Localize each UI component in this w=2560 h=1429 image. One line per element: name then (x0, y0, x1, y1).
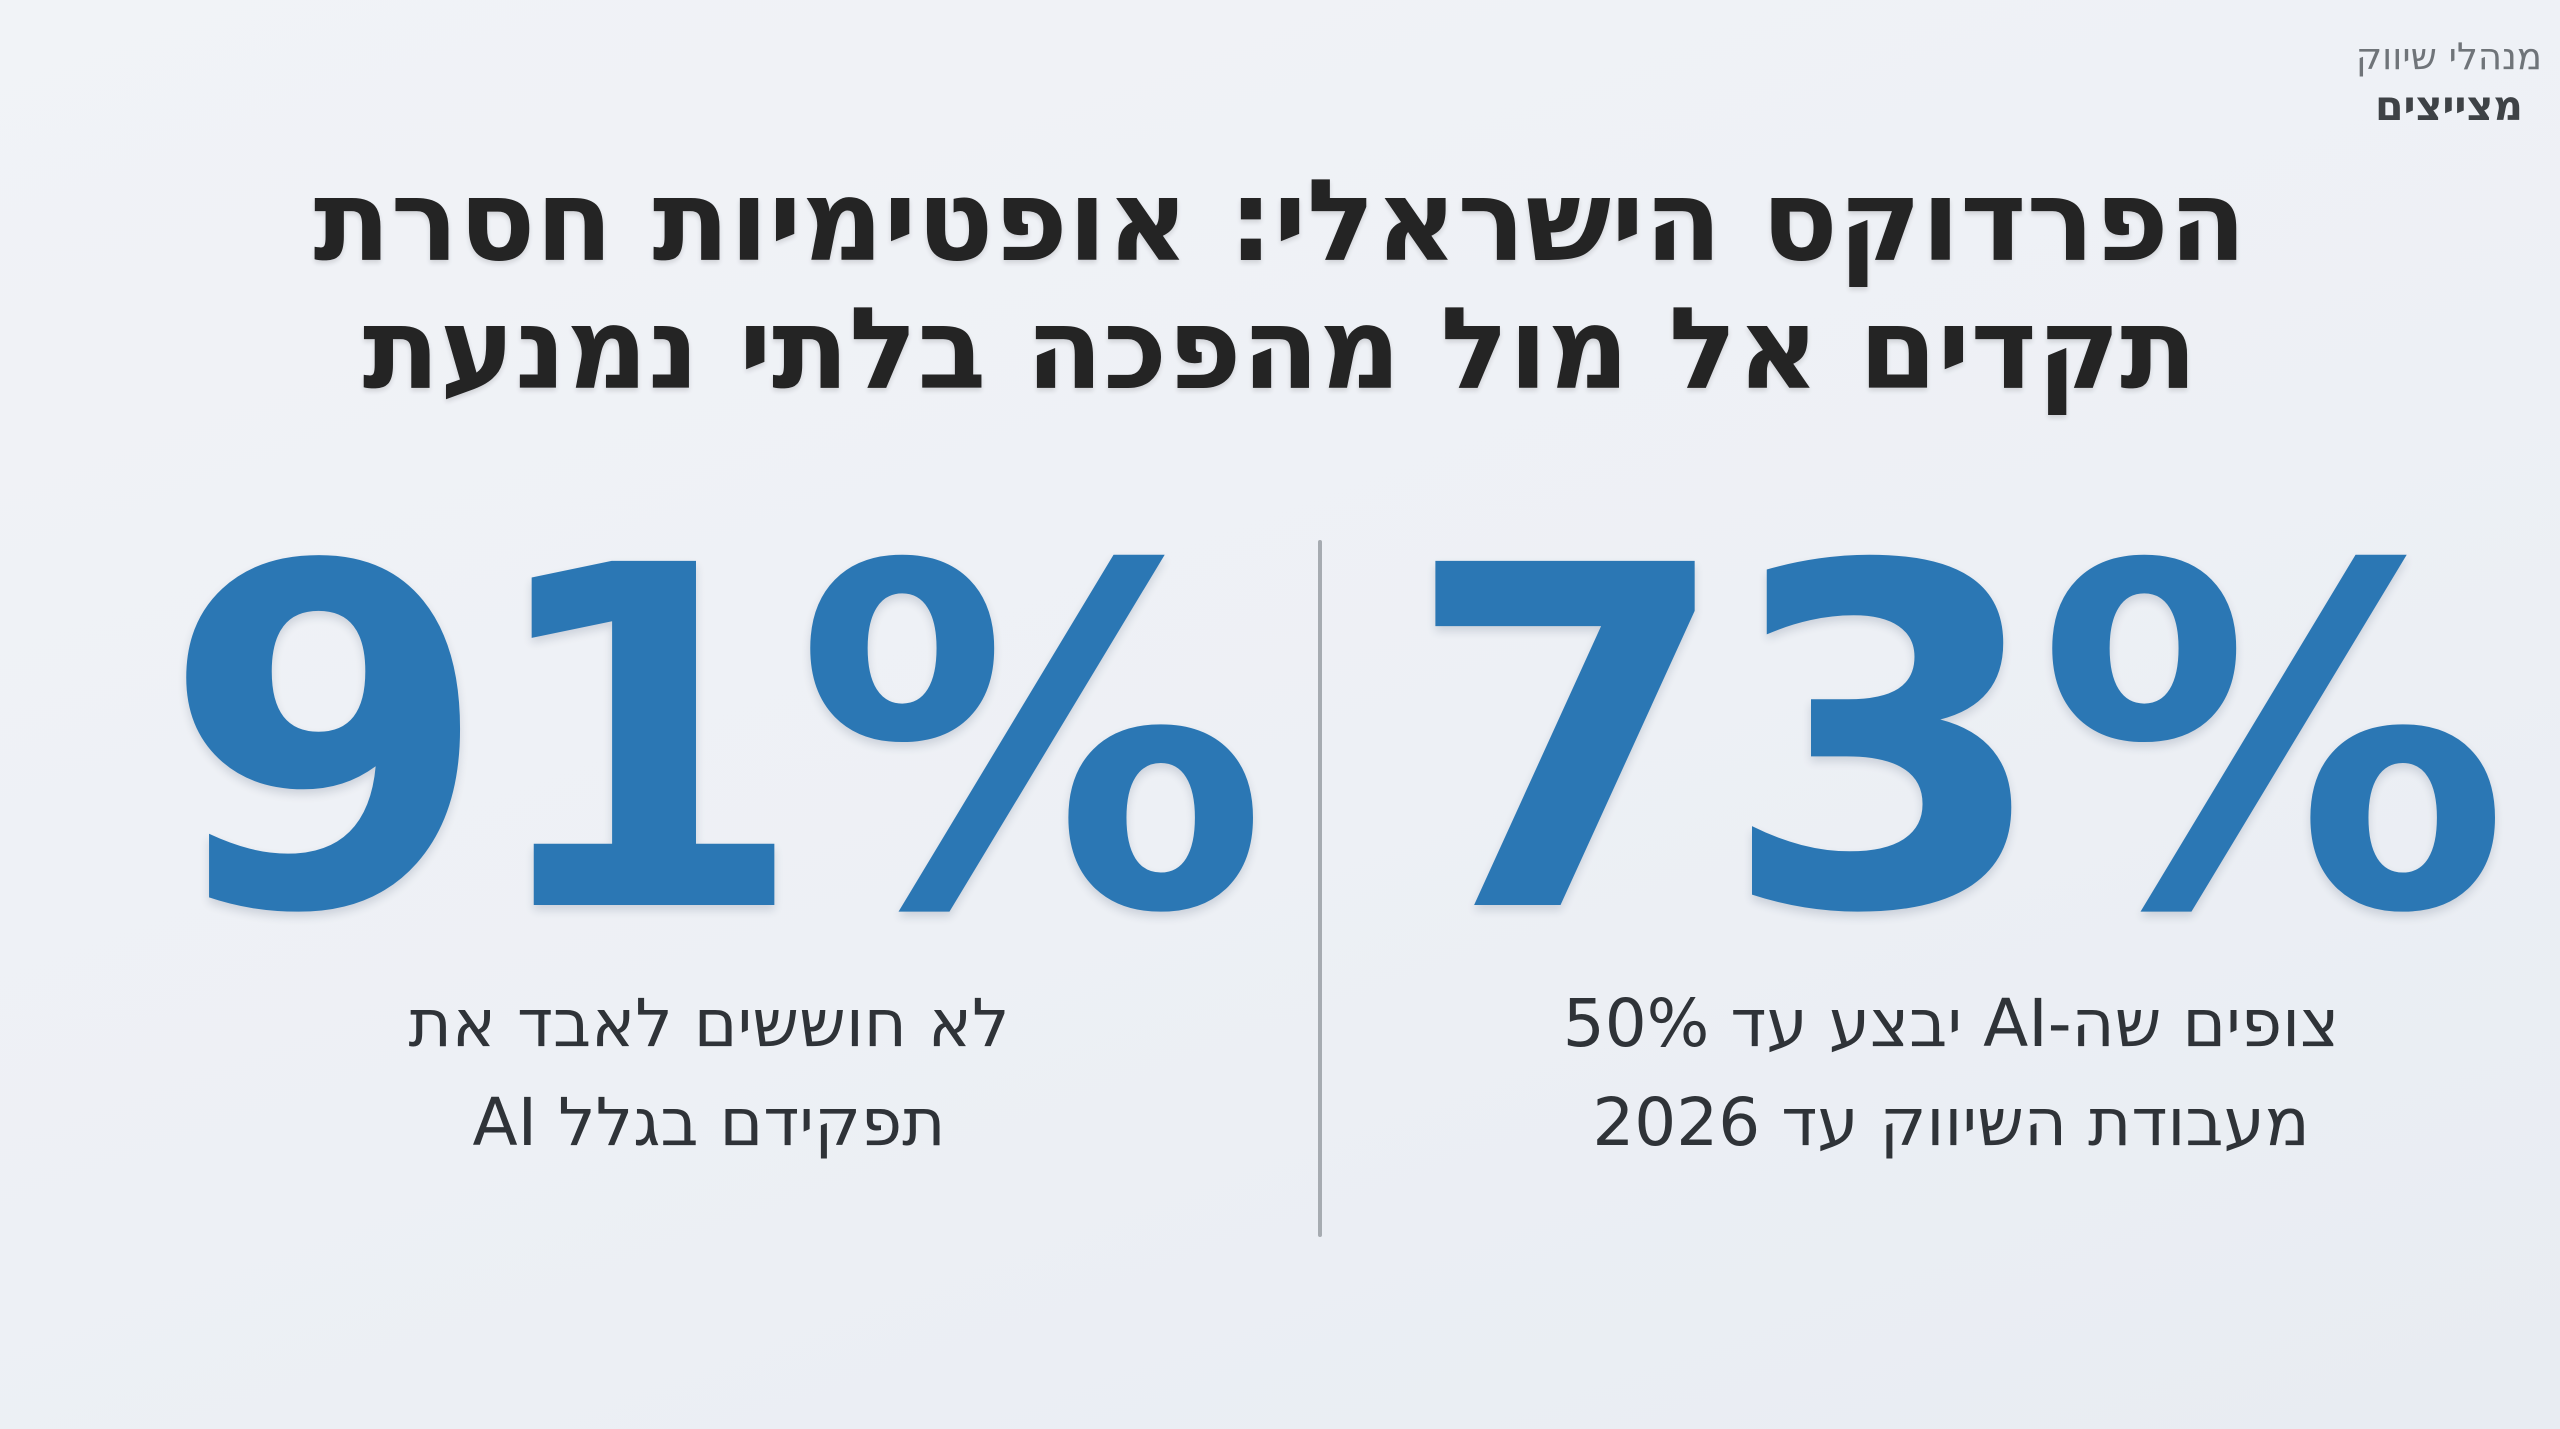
title-line-1: הפרדוקס הישראלי: אופטימיות חסרת (313, 155, 2247, 287)
stat-left-caption-line-1: לא חוששים לאבד את (408, 984, 1010, 1062)
vertical-divider-line (1318, 540, 1322, 1237)
brand-name-line-2: מצייצים (2374, 81, 2523, 130)
stat-right: 73% צופים שה-AI יבצע עד 50% מעבודת השיוו… (1322, 468, 2560, 1172)
brand-logo: מנהלי שיווק מצייצים (2355, 35, 2542, 130)
stat-right-value: 73% (1403, 468, 2510, 1017)
stat-left: 91% לא חוששים לאבד את תפקידם בגלל AI (0, 468, 1318, 1172)
stat-left-value: 91% (161, 468, 1268, 1017)
stats-row: 91% לא חוששים לאבד את תפקידם בגלל AI 73%… (0, 468, 2560, 1237)
stat-left-caption-line-2: תפקידם בגלל AI (472, 1083, 946, 1161)
stat-right-caption-line-1: צופים שה-AI יבצע עד 50% (1562, 984, 2340, 1062)
title-line-2: תקדים אל מול מהפכה בלתי נמנעת (362, 282, 2198, 415)
page-title: הפרדוקס הישראלי: אופטימיות חסרת תקדים אל… (0, 155, 2560, 415)
stat-right-caption-line-2: מעבודת השיווק עד 2026 (1592, 1083, 2310, 1161)
stat-right-caption: צופים שה-AI יבצע עד 50% מעבודת השיווק עד… (1342, 974, 2560, 1172)
stat-left-caption: לא חוששים לאבד את תפקידם בגלל AI (100, 974, 1318, 1172)
brand-name-line-1: מנהלי שיווק (2355, 35, 2542, 78)
